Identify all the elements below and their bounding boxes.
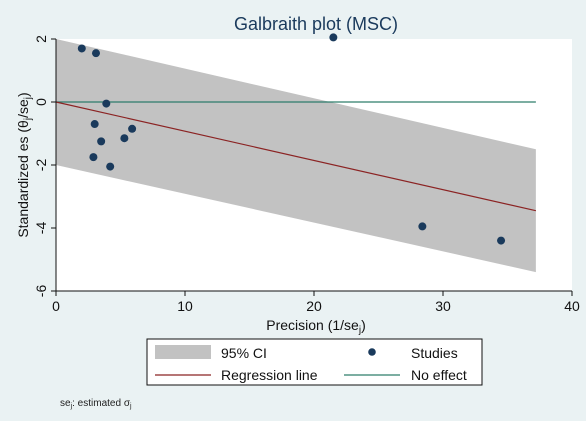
study-point bbox=[91, 49, 100, 58]
y-axis-title-main: Standardized es (θ bbox=[15, 120, 31, 238]
study-point bbox=[497, 236, 506, 245]
x-axis-title: Precision (1/sej) bbox=[266, 317, 366, 336]
legend-swatch-ci bbox=[155, 345, 211, 359]
x-tick-label: 0 bbox=[52, 298, 60, 314]
study-point bbox=[418, 222, 427, 231]
y-axis-title: Standardized es (θj/sej) bbox=[15, 92, 34, 237]
legend-label-no-effect: No effect bbox=[411, 367, 467, 383]
x-axis-title-sub: j bbox=[358, 325, 361, 336]
y-tick-label: -2 bbox=[33, 159, 49, 172]
y-tick-label: 0 bbox=[33, 98, 49, 106]
study-point bbox=[329, 33, 338, 42]
y-tick-label: -6 bbox=[33, 285, 49, 298]
ticks-layer: 0 10 20 30 40 -6 -4 -2 0 2 bbox=[33, 35, 580, 314]
study-point bbox=[120, 134, 129, 143]
y-tick-label: -4 bbox=[33, 222, 49, 235]
legend-swatch-studies bbox=[368, 348, 376, 356]
study-point bbox=[128, 124, 137, 133]
study-point bbox=[77, 44, 86, 53]
study-point bbox=[97, 137, 106, 146]
y-axis-title-sub2: j bbox=[23, 97, 34, 100]
study-point bbox=[89, 153, 98, 162]
x-tick-label: 10 bbox=[177, 298, 193, 314]
x-axis-title-end: ) bbox=[361, 317, 366, 333]
plot-layer bbox=[55, 33, 537, 273]
x-tick-label: 30 bbox=[435, 298, 451, 314]
study-point bbox=[106, 162, 115, 171]
y-tick-label: 2 bbox=[33, 35, 49, 43]
x-tick-label: 40 bbox=[564, 298, 580, 314]
y-axis-title-sub1: j bbox=[23, 118, 34, 121]
legend-label-ci: 95% CI bbox=[221, 345, 267, 361]
footnote-mid: : estimated σ bbox=[72, 398, 131, 409]
chart-title: Galbraith plot (MSC) bbox=[234, 14, 398, 34]
footnote-sub2: j bbox=[129, 403, 132, 410]
y-axis-title-mid: /se bbox=[15, 99, 31, 118]
regression-line bbox=[55, 101, 537, 212]
footnote-sub1: j bbox=[70, 403, 73, 410]
ci-band bbox=[56, 39, 536, 273]
study-point bbox=[90, 120, 99, 129]
x-tick-label: 20 bbox=[306, 298, 322, 314]
x-axis-title-main: Precision (1/se bbox=[266, 317, 359, 333]
legend: 95% CI Studies Regression line No effect bbox=[146, 338, 483, 386]
legend-label-regression: Regression line bbox=[221, 367, 318, 383]
footnote-pre: se bbox=[60, 398, 71, 409]
legend-label-studies: Studies bbox=[411, 345, 458, 361]
y-axis-title-end: ) bbox=[15, 92, 31, 97]
study-point bbox=[102, 99, 111, 108]
footnote: sej: estimated σj bbox=[60, 398, 132, 410]
